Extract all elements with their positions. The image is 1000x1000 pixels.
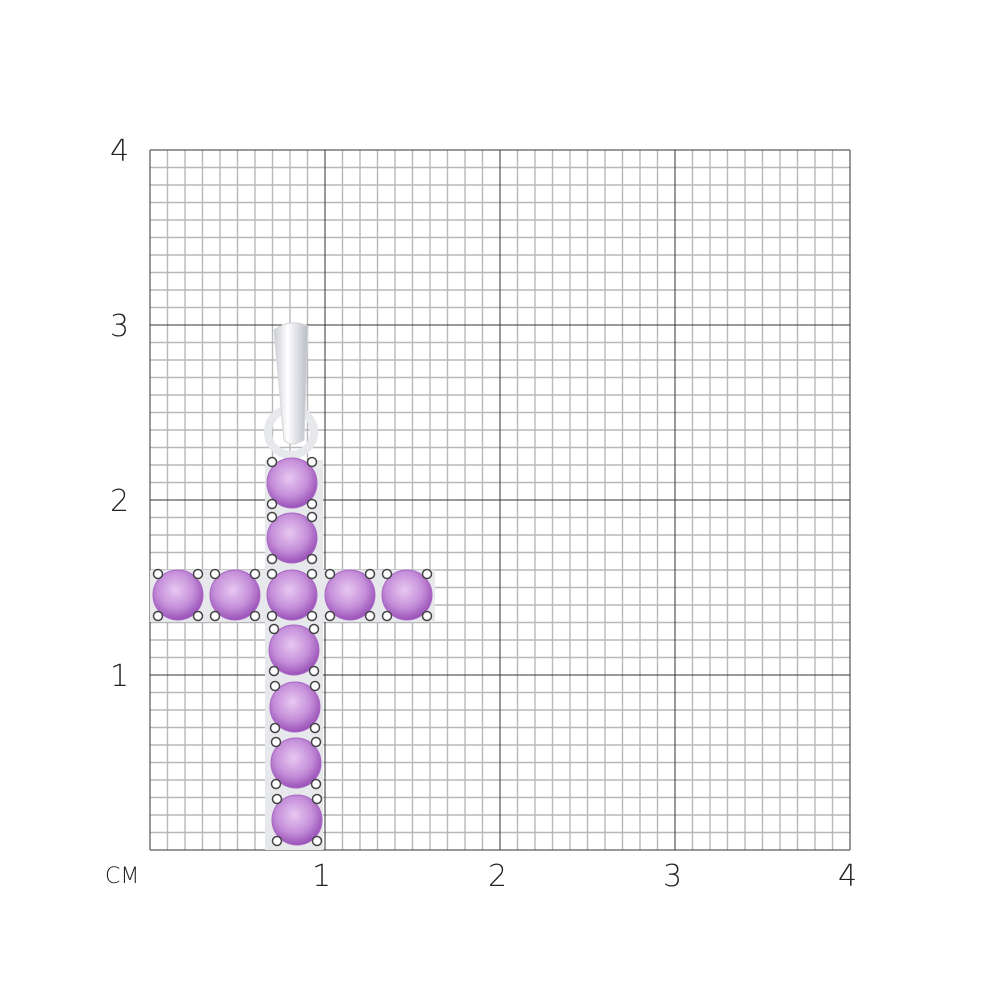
amethyst-stone	[270, 737, 322, 789]
prong	[381, 568, 393, 580]
prong	[324, 610, 336, 622]
unit-label: CM	[105, 864, 140, 889]
amethyst-stone	[266, 457, 318, 509]
prong	[311, 835, 323, 847]
prong	[266, 568, 278, 580]
prong	[249, 610, 261, 622]
prong	[324, 568, 336, 580]
amethyst-stone	[271, 794, 323, 846]
prong	[270, 778, 282, 790]
prong	[192, 568, 204, 580]
prong	[269, 680, 281, 692]
prong	[308, 665, 320, 677]
prong	[306, 498, 318, 510]
prong	[308, 623, 320, 635]
amethyst-stone	[266, 512, 318, 564]
y-tick-label: 1	[110, 659, 130, 694]
amethyst-stone	[209, 569, 261, 621]
prong	[152, 568, 164, 580]
prong	[309, 722, 321, 734]
amethyst-stone	[324, 569, 376, 621]
amethyst-stone	[266, 569, 318, 621]
prong	[266, 553, 278, 565]
prong	[421, 610, 433, 622]
prong	[310, 778, 322, 790]
amethyst-stone	[152, 569, 204, 621]
prong	[192, 610, 204, 622]
x-tick-label: 3	[663, 859, 683, 894]
amethyst-stone	[269, 681, 321, 733]
prong	[268, 665, 280, 677]
prong	[310, 736, 322, 748]
prong	[364, 568, 376, 580]
prong	[271, 793, 283, 805]
x-tick-label: 2	[488, 859, 508, 894]
x-tick-label: 1	[312, 859, 332, 894]
prong	[209, 568, 221, 580]
y-tick-label: 4	[110, 134, 130, 169]
y-tick-label: 2	[110, 484, 130, 519]
prong	[311, 793, 323, 805]
prong	[364, 610, 376, 622]
prong	[152, 610, 164, 622]
prong	[306, 553, 318, 565]
prong	[309, 680, 321, 692]
prong	[306, 610, 318, 622]
prong	[306, 568, 318, 580]
prong	[266, 610, 278, 622]
bail	[273, 322, 309, 445]
y-tick-label: 3	[110, 309, 130, 344]
prong	[266, 511, 278, 523]
prong	[249, 568, 261, 580]
prong	[266, 498, 278, 510]
prong	[266, 456, 278, 468]
prong	[306, 511, 318, 523]
amethyst-stone	[381, 569, 433, 621]
prong	[209, 610, 221, 622]
prong	[306, 456, 318, 468]
prong	[381, 610, 393, 622]
x-tick-label: 4	[838, 859, 858, 894]
prong	[421, 568, 433, 580]
prong	[269, 722, 281, 734]
amethyst-stone	[268, 624, 320, 676]
prong	[271, 835, 283, 847]
prong	[268, 623, 280, 635]
prong	[270, 736, 282, 748]
